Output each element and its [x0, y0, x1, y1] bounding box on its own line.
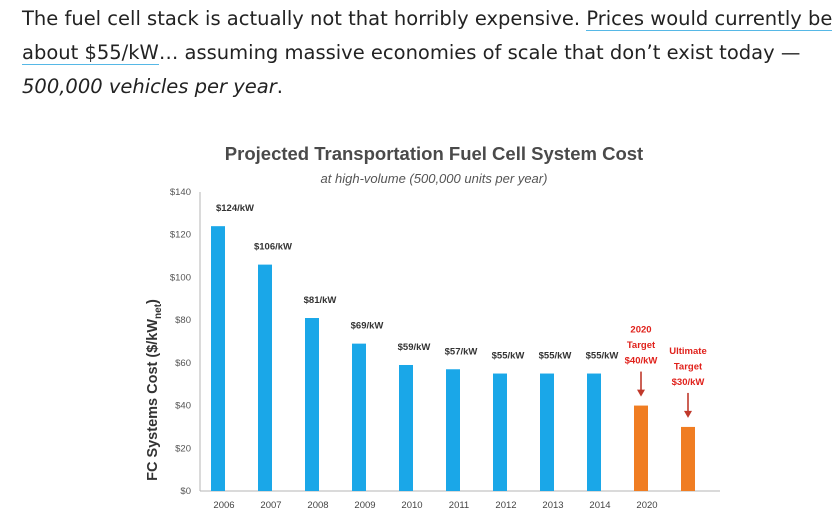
x-tick-label: 2012 [495, 500, 516, 511]
paragraph-text-intro: The fuel cell stack is actually not that… [22, 7, 587, 30]
target-label-line: 2020 [630, 325, 651, 336]
y-tick-label: $140 [170, 187, 191, 198]
bar-value-label: $106/kW [254, 242, 292, 253]
y-tick-label: $0 [180, 486, 191, 497]
bar [493, 373, 507, 491]
x-tick-label: 2013 [542, 500, 563, 511]
y-tick-label: $80 [175, 315, 191, 326]
bar [352, 343, 366, 491]
y-tick-label: $60 [175, 358, 191, 369]
y-axis-ticks: $0 $20 $40 $60 $80 $100 $120 $140 [170, 187, 191, 497]
target-label-line: Target [674, 361, 703, 372]
paragraph-emphasis: 500,000 vehicles per year [22, 75, 277, 98]
fuel-cell-cost-chart: Projected Transportation Fuel Cell Syste… [145, 143, 720, 511]
bar [540, 373, 554, 491]
bar-value-label: $55/kW [539, 351, 572, 362]
bar [681, 426, 695, 491]
article-paragraph: The fuel cell stack is actually not that… [22, 2, 834, 104]
prices-link[interactable]: Prices would currently be about $55/kW [22, 7, 833, 65]
y-axis-label-close: ) [145, 299, 161, 304]
bar-value-label: $55/kW [586, 351, 619, 362]
bar [399, 364, 413, 491]
target-label-line: Target [627, 340, 656, 351]
bar [211, 226, 225, 491]
target-label-line: $40/kW [625, 356, 658, 367]
bar-value-label: $55/kW [492, 351, 525, 362]
x-tick-label: 2020 [636, 500, 657, 511]
x-tick-label: 2009 [354, 500, 375, 511]
y-tick-label: $120 [170, 230, 191, 241]
bar-series: $124/kW $106/kW $81/kW $69/kW $59/kW $57/kW $5… [211, 203, 707, 491]
x-tick-label: 2014 [589, 500, 610, 511]
chart-subtitle: at high-volume (500,000 units per year) [321, 171, 548, 186]
bar-value-label: $81/kW [304, 295, 337, 306]
x-tick-label: 2008 [307, 500, 328, 511]
y-axis-label-subscript: net [153, 303, 164, 319]
y-axis-label-main: FC Systems Cost ($/kW [145, 319, 161, 481]
x-axis-ticks: 2006 2007 2008 2009 2010 2011 2012 2013 2014 2020 [213, 500, 657, 511]
bar-value-label: $59/kW [398, 342, 431, 353]
bar [305, 318, 319, 491]
target-label-line: $30/kW [672, 377, 705, 388]
x-tick-label: 2011 [449, 500, 469, 511]
target-label-line: Ultimate [669, 346, 706, 357]
bar [258, 264, 272, 491]
y-tick-label: $40 [175, 401, 191, 412]
bar-value-label: $57/kW [445, 346, 478, 357]
bar-value-label: $124/kW [216, 203, 254, 214]
bar [587, 373, 601, 491]
y-axis-label: FC Systems Cost ($/kWnet) [145, 299, 164, 481]
y-tick-label: $20 [175, 443, 191, 454]
bar-value-label: $69/kW [351, 321, 384, 332]
x-tick-label: 2010 [401, 500, 422, 511]
target-arrow-head-icon [684, 410, 692, 418]
target-arrow-head-icon [637, 389, 645, 397]
y-tick-label: $100 [170, 272, 191, 283]
bar [634, 405, 648, 491]
x-tick-label: 2006 [213, 500, 234, 511]
x-tick-label: 2007 [260, 500, 281, 511]
chart-title: Projected Transportation Fuel Cell Syste… [225, 143, 643, 164]
paragraph-text-end: . [276, 75, 283, 98]
paragraph-text-middle: … assuming massive economies of scale th… [158, 41, 801, 64]
bar [446, 369, 460, 491]
